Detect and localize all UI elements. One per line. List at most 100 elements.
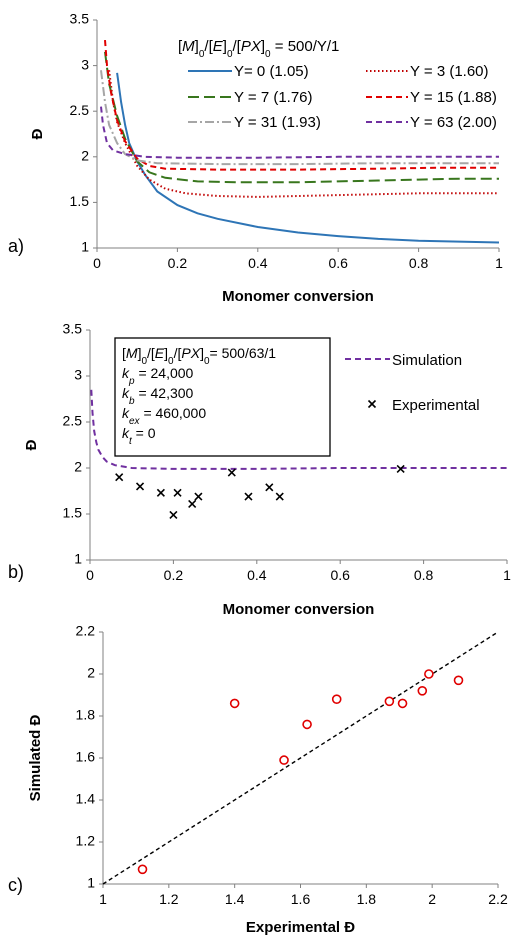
y-tick-label: 3.5 [70, 11, 90, 27]
text-span: ] [138, 345, 142, 361]
y-tick-label: 1.6 [76, 749, 96, 765]
text-span: = 24,000 [135, 365, 194, 381]
panel-letter: c) [8, 875, 23, 895]
x-tick-label: 1 [99, 891, 107, 907]
series-line-0 [116, 72, 500, 244]
text-span: k [122, 425, 130, 441]
data-point-8 [424, 669, 434, 679]
data-point-1 [229, 698, 240, 709]
y-tick-label: 3.5 [63, 321, 83, 337]
parity-line [102, 631, 499, 885]
x-marker-stroke [275, 492, 284, 501]
parameter-line-4: kt = 0 [122, 425, 156, 447]
text-span: ex [129, 416, 141, 427]
series-line-5 [100, 106, 499, 159]
text-span: [ [122, 345, 126, 361]
experimental-point-3 [169, 510, 178, 519]
text-span: /[ [204, 38, 213, 55]
x-tick-label: 1.4 [225, 891, 245, 907]
y-tick-label: 1.4 [76, 791, 96, 807]
x-marker-stroke [135, 482, 145, 491]
data-point-7 [417, 685, 428, 696]
y-tick-label: 3 [81, 56, 89, 72]
panel-letter: b) [8, 562, 24, 582]
x-tick-label: 1.2 [159, 891, 179, 907]
x-axis-label: Monomer conversion [223, 601, 375, 618]
legend-marker-experimental [367, 399, 377, 409]
text-span: ] [261, 38, 265, 55]
data-point-3 [302, 719, 312, 730]
parameter-box [114, 337, 331, 457]
text-span: ] [164, 345, 168, 361]
x-tick-label: 2 [428, 891, 436, 907]
x-tick-label: 1 [503, 567, 511, 583]
text-span: E [213, 38, 224, 55]
y-tick-label: 2.5 [70, 102, 90, 118]
series-line-2 [104, 51, 499, 184]
y-tick-label: 1 [87, 875, 95, 891]
x-tick-label: 0.4 [247, 567, 267, 583]
y-axis-label: Đ [23, 439, 40, 450]
simulation-line [90, 389, 507, 470]
experimental-point-0 [115, 473, 124, 482]
x-marker-stroke [156, 488, 165, 497]
x-marker-stroke [367, 399, 377, 409]
text-span: PX [241, 38, 262, 55]
series-line-4 [100, 70, 499, 166]
text-span: M [126, 345, 138, 361]
parameter-line-1: kp = 24,000 [122, 365, 194, 387]
text-span: PX [181, 345, 200, 361]
y-tick-label: 1 [74, 551, 82, 567]
panel-letter: a) [8, 236, 24, 256]
y-tick-label: 2.2 [76, 623, 96, 639]
experimental-point-6 [194, 492, 203, 501]
experimental-point-8 [244, 492, 253, 501]
x-marker-stroke [396, 464, 405, 473]
y-tick-label: 1.5 [63, 505, 83, 521]
text-span: 0 [168, 356, 174, 367]
text-span: = 42,300 [135, 385, 194, 401]
y-tick-label: 2 [74, 459, 82, 475]
text-span: = 0 [132, 425, 156, 441]
panel-c: 1 1.2 1.4 1.6 1.8 2 2.2 1 1.2 1.4 1.6 1.8 2 2.2 Simula… [8, 623, 508, 936]
experimental-point-10 [275, 492, 284, 501]
y-tick-label: 3 [74, 367, 82, 383]
experimental-point-7 [227, 468, 236, 477]
x-tick-label: 1 [495, 255, 503, 271]
x-tick-label: 2.2 [488, 891, 508, 907]
text-span: 0 [227, 49, 233, 60]
text-span: t [129, 436, 133, 447]
text-span: 0 [265, 49, 271, 60]
text-span: 0 [204, 356, 210, 367]
legend-label-1: Y = 3 (1.60) [410, 63, 489, 80]
text-span: M [182, 38, 195, 55]
legend-label-4: Y = 31 (1.93) [234, 114, 321, 131]
y-tick-label: 1.5 [70, 193, 90, 209]
x-marker-stroke [169, 510, 178, 519]
series-line-3 [104, 40, 499, 171]
text-span: k [122, 365, 130, 381]
y-axis-label: Đ [29, 128, 46, 139]
parameter-line-0: [M]0/[E]0/[PX]0= 500/63/1 [122, 345, 276, 367]
panel-b: 1 1.5 2 2.5 3 3.5 0 0.2 0.4 0.6 0.8 1 Đ Monomer conve… [8, 321, 511, 618]
text-span: k [122, 405, 130, 421]
legend-label-3: Y = 15 (1.88) [410, 89, 497, 106]
text-span: 0 [199, 49, 205, 60]
x-axis-label: Monomer conversion [222, 288, 374, 305]
y-axis-label: Simulated Đ [27, 714, 44, 801]
y-tick-label: 1.8 [76, 707, 96, 723]
text-span: E [155, 345, 165, 361]
y-tick-label: 2 [81, 148, 89, 164]
legend-title: [M]0/[E]0/[PX]0 = 500/Y/1 [178, 38, 339, 60]
experimental-point-9 [265, 483, 274, 492]
legend-label-experimental: Experimental [392, 397, 480, 414]
text-span: ] [223, 38, 227, 55]
x-marker-stroke [244, 492, 253, 501]
x-tick-label: 0.2 [168, 255, 188, 271]
x-tick-label: 0 [86, 567, 94, 583]
legend-label-5: Y = 63 (2.00) [410, 114, 497, 131]
x-marker-stroke [173, 488, 182, 497]
parameter-line-3: kex = 460,000 [122, 405, 206, 427]
experimental-point-11 [396, 464, 405, 473]
experimental-point-2 [156, 488, 165, 497]
